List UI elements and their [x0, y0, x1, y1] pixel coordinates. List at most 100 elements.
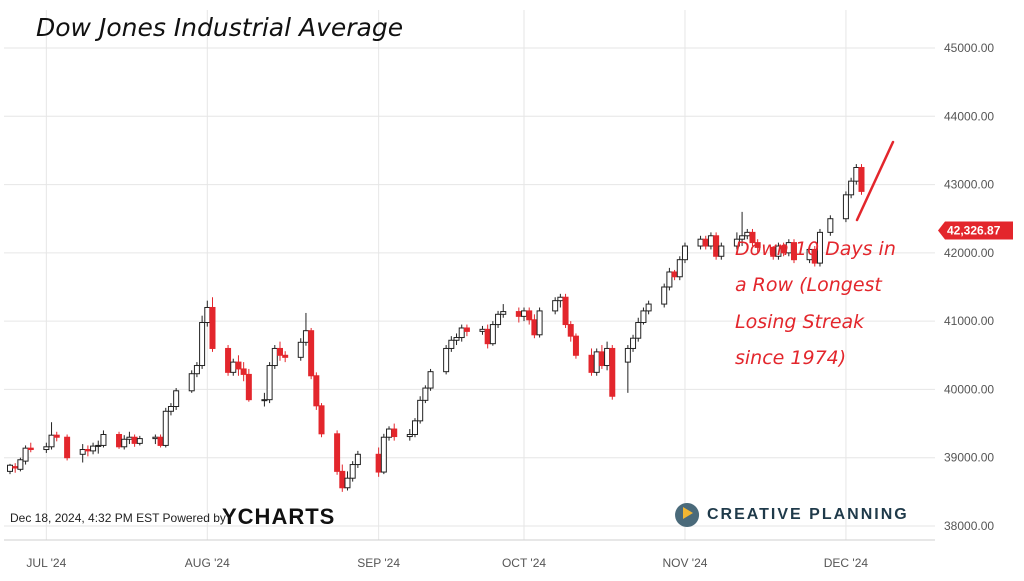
annotation-line-4: since 1974) — [735, 347, 846, 369]
candle-up — [7, 463, 13, 475]
candle-body — [572, 335, 579, 356]
candle-body — [645, 303, 652, 312]
candle-body — [567, 324, 574, 337]
candle-down — [515, 307, 522, 323]
candle-up — [707, 232, 714, 250]
candle-body — [79, 449, 86, 455]
candle-body — [458, 327, 465, 339]
candle-body — [552, 300, 559, 312]
candle-body — [386, 428, 393, 438]
candle-body — [406, 433, 413, 438]
candle-down — [339, 464, 346, 492]
y-tick-label: 38000.00 — [944, 519, 994, 533]
x-tick-label: AUG '24 — [185, 556, 230, 570]
candle-body — [676, 259, 683, 278]
candle-down — [484, 324, 491, 349]
candle-body — [744, 231, 751, 237]
candle-body — [604, 347, 611, 367]
candle-down — [308, 327, 315, 380]
candle-up — [733, 232, 740, 250]
timestamp-powered-by: Dec 18, 2024, 4:32 PM EST Powered by — [10, 511, 226, 525]
candle-body — [64, 436, 71, 459]
candle-body — [640, 310, 647, 324]
candle-body — [411, 420, 418, 435]
candle-up — [48, 422, 55, 450]
candle-body — [266, 365, 273, 401]
x-axis-ticks: JUL '24 AUG '24 SEP '24 OCT '24 NOV '24 DEC '… — [26, 556, 868, 570]
candle-up — [676, 256, 683, 281]
candle-up — [630, 334, 637, 352]
candle-body — [609, 347, 616, 397]
candle-down — [562, 293, 569, 328]
candle-up — [500, 304, 507, 318]
candle-down — [53, 431, 60, 442]
candle-body — [116, 433, 123, 448]
candle-body — [95, 444, 102, 447]
candle-down — [702, 235, 709, 250]
candle-body — [702, 238, 709, 247]
candle-body — [12, 466, 19, 469]
candle-down — [245, 368, 252, 402]
candle-down — [313, 372, 320, 410]
candle-body — [17, 459, 24, 470]
candle-body — [271, 347, 278, 367]
candle-up — [297, 338, 304, 361]
y-tick-label: 45000.00 — [944, 41, 994, 55]
candle-body — [749, 231, 756, 244]
candle-up — [666, 267, 673, 291]
candle-body — [479, 328, 486, 332]
candle-body — [489, 324, 496, 345]
candle-up — [406, 429, 413, 441]
candle-up — [17, 457, 24, 472]
candle-up — [411, 418, 418, 438]
candle-body — [635, 322, 642, 339]
candle-body — [276, 347, 283, 356]
candle-body — [162, 410, 169, 446]
candle-body — [630, 337, 637, 349]
candle-body — [521, 310, 528, 317]
candle-body — [48, 434, 55, 448]
candle-down — [334, 430, 341, 475]
candle-up — [261, 392, 268, 407]
candle-body — [671, 271, 678, 278]
candle-down — [240, 362, 247, 382]
candle-body — [588, 354, 595, 373]
candle-up — [427, 368, 434, 391]
y-tick-label: 40000.00 — [944, 382, 994, 396]
candle-down — [671, 269, 678, 281]
candle-down — [463, 324, 470, 337]
candle-down — [131, 434, 138, 447]
y-tick-label: 42000.00 — [944, 246, 994, 260]
candle-body — [90, 445, 97, 452]
annotation-line-2: a Row (Longest — [735, 274, 883, 296]
candle-up — [90, 442, 97, 455]
candle-down — [84, 445, 91, 457]
candle-body — [318, 405, 325, 435]
candle-up — [79, 444, 86, 463]
candle-body — [536, 310, 543, 336]
candle-up — [302, 312, 309, 346]
candle-up — [417, 396, 424, 424]
candle-body — [297, 341, 304, 358]
candle-down — [609, 345, 616, 400]
candle-down — [572, 333, 579, 359]
candle-body — [427, 371, 434, 389]
candle-up — [100, 430, 107, 448]
candle-up — [624, 345, 631, 393]
annotation-line-3: Losing Streak — [735, 311, 865, 333]
candle-up — [604, 341, 611, 371]
candle-body — [43, 446, 50, 451]
candle-body — [22, 447, 29, 462]
candle-body — [697, 238, 704, 247]
candle-body — [718, 245, 725, 257]
candle-down — [391, 423, 398, 441]
candle-up — [495, 310, 502, 328]
candle-down — [27, 442, 34, 453]
candle-down — [282, 351, 289, 363]
candle-body — [7, 464, 13, 472]
candle-body — [53, 434, 60, 438]
candle-up — [848, 177, 855, 199]
candle-body — [245, 373, 252, 401]
candle-up — [422, 385, 429, 404]
y-tick-label: 44000.00 — [944, 109, 994, 123]
